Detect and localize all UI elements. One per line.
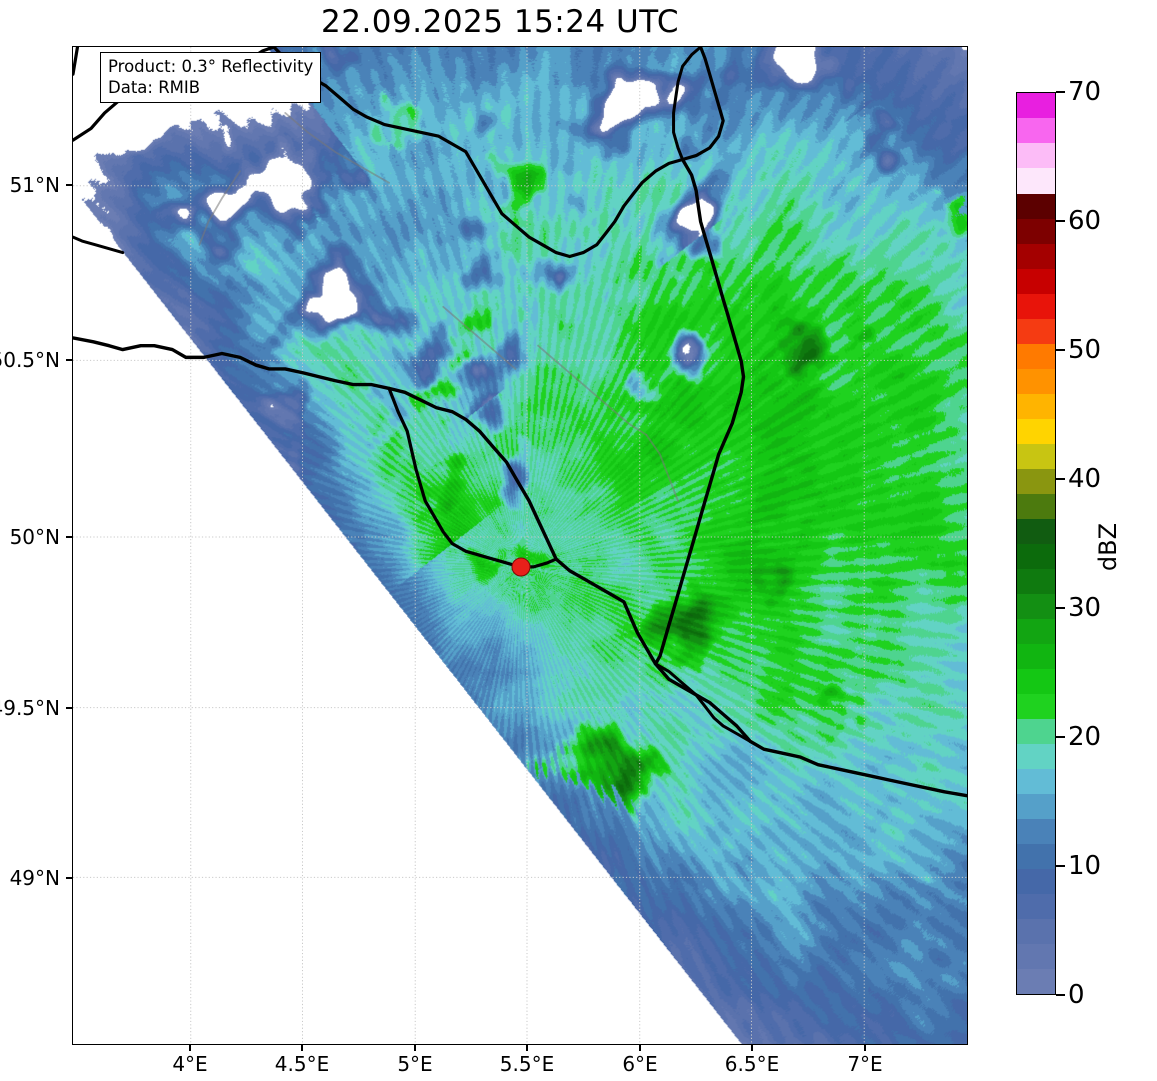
radar-plot [72, 46, 968, 1045]
x-axis-tick-label-0: 4°E [172, 1052, 208, 1076]
annotation-product-line: Product: 0.3° Reflectivity [108, 57, 314, 76]
colorbar-tick-70 [1056, 91, 1065, 93]
colorbar-band-2 [1017, 918, 1055, 944]
border-be-fr-ardennes [387, 386, 558, 569]
x-axis-tickmark-4 [639, 1045, 641, 1051]
y-axis-tickmark-0 [66, 184, 72, 186]
border-fr-be-lu-de-south [73, 336, 967, 798]
x-axis-tick-label-5: 6.5°E [724, 1052, 780, 1076]
colorbar-band-28 [1017, 268, 1055, 294]
colorbar-tick-label-40: 40 [1068, 464, 1102, 494]
colorbar-band-33 [1017, 143, 1055, 169]
colorbar-band-9 [1017, 743, 1055, 769]
x-axis-tick-label-2: 5°E [397, 1052, 433, 1076]
product-annotation-box: Product: 0.3° Reflectivity Data: RMIB [100, 52, 322, 104]
y-axis-tickmark-4 [66, 877, 72, 879]
y-axis-tick-label-0: 51°N [9, 173, 60, 197]
x-axis-tickmark-6 [864, 1045, 866, 1051]
colorbar-tick-label-30: 30 [1068, 593, 1102, 623]
colorbar-band-35 [1017, 93, 1055, 119]
colorbar-band-6 [1017, 818, 1055, 844]
colorbar-tick-10 [1056, 865, 1065, 867]
colorbar-band-25 [1017, 343, 1055, 369]
x-axis-tick-label-4: 6°E [622, 1052, 658, 1076]
radar-site-marker [511, 557, 531, 577]
y-axis-tickmark-3 [66, 707, 72, 709]
province-line-1 [284, 112, 390, 184]
border-be-de-east [653, 157, 746, 666]
border-be-fr-west [73, 235, 125, 255]
colorbar-band-34 [1017, 118, 1055, 144]
x-axis-tickmark-0 [189, 1045, 191, 1051]
radar-reflectivity-field [73, 47, 967, 1044]
colorbar-band-14 [1017, 618, 1055, 644]
colorbar-band-32 [1017, 168, 1055, 194]
colorbar-band-17 [1017, 543, 1055, 569]
border-de-nl-segment [672, 47, 703, 161]
x-axis-tick-label-1: 4.5°E [274, 1052, 330, 1076]
colorbar-band-19 [1017, 493, 1055, 519]
x-axis-tickmark-1 [301, 1045, 303, 1051]
colorbar-axis-title: dBZ [1094, 522, 1122, 572]
y-axis-tick-label-1: 50.5°N [0, 348, 60, 372]
colorbar-tick-label-50: 50 [1068, 335, 1102, 365]
province-line-2 [442, 305, 517, 370]
colorbar-band-13 [1017, 643, 1055, 669]
colorbar-band-23 [1017, 393, 1055, 419]
colorbar-tick-label-0: 0 [1068, 980, 1085, 1010]
colorbar-band-30 [1017, 218, 1055, 244]
colorbar-band-31 [1017, 193, 1055, 219]
colorbar-band-12 [1017, 668, 1055, 694]
province-line-0 [537, 344, 648, 436]
y-axis-tickmark-1 [66, 359, 72, 361]
colorbar-band-22 [1017, 418, 1055, 444]
colorbar-band-5 [1017, 843, 1055, 869]
colorbar-tick-30 [1056, 607, 1065, 609]
colorbar-band-0 [1017, 968, 1055, 994]
colorbar-tick-60 [1056, 220, 1065, 222]
colorbar-tick-40 [1056, 478, 1065, 480]
colorbar-band-24 [1017, 368, 1055, 394]
colorbar-band-8 [1017, 768, 1055, 794]
x-axis-tickmark-2 [414, 1045, 416, 1051]
colorbar-tick-label-60: 60 [1068, 206, 1102, 236]
colorbar-band-20 [1017, 468, 1055, 494]
annotation-data-line: Data: RMIB [108, 78, 201, 98]
colorbar-band-10 [1017, 718, 1055, 744]
colorbar-band-11 [1017, 693, 1055, 719]
province-line-4 [198, 170, 241, 246]
colorbar-tick-label-20: 20 [1068, 722, 1102, 752]
colorbar-band-16 [1017, 568, 1055, 594]
colorbar-band-15 [1017, 593, 1055, 619]
y-axis-tick-label-2: 50°N [9, 525, 60, 549]
border-coast-nw [73, 47, 80, 76]
colorbar-band-27 [1017, 293, 1055, 319]
colorbar-band-3 [1017, 893, 1055, 919]
colorbar-tick-0 [1056, 994, 1065, 996]
x-axis-tick-label-3: 5.5°E [499, 1052, 555, 1076]
border-nl-be-de-east [272, 47, 725, 259]
y-axis-tickmark-2 [66, 536, 72, 538]
colorbar-band-1 [1017, 943, 1055, 969]
colorbar-band-29 [1017, 243, 1055, 269]
x-axis-tick-label-6: 7°E [847, 1052, 883, 1076]
colorbar-tick-label-70: 70 [1068, 77, 1102, 107]
x-axis-tickmark-5 [751, 1045, 753, 1051]
country-borders [73, 47, 967, 798]
colorbar-band-18 [1017, 518, 1055, 544]
province-line-3 [645, 434, 679, 502]
colorbar-band-7 [1017, 793, 1055, 819]
y-axis-tick-label-4: 49°N [9, 866, 60, 890]
x-axis-tickmark-3 [526, 1045, 528, 1051]
colorbar-tick-label-10: 10 [1068, 851, 1102, 881]
border-lu-de-moselle [654, 662, 752, 743]
reflectivity-colorbar [1016, 92, 1056, 995]
colorbar-band-21 [1017, 443, 1055, 469]
colorbar-tick-20 [1056, 736, 1065, 738]
y-axis-tick-label-3: 49.5°N [0, 696, 60, 720]
colorbar-band-4 [1017, 868, 1055, 894]
colorbar-tick-50 [1056, 349, 1065, 351]
colorbar-band-26 [1017, 318, 1055, 344]
page-title: 22.09.2025 15:24 UTC [321, 4, 679, 40]
